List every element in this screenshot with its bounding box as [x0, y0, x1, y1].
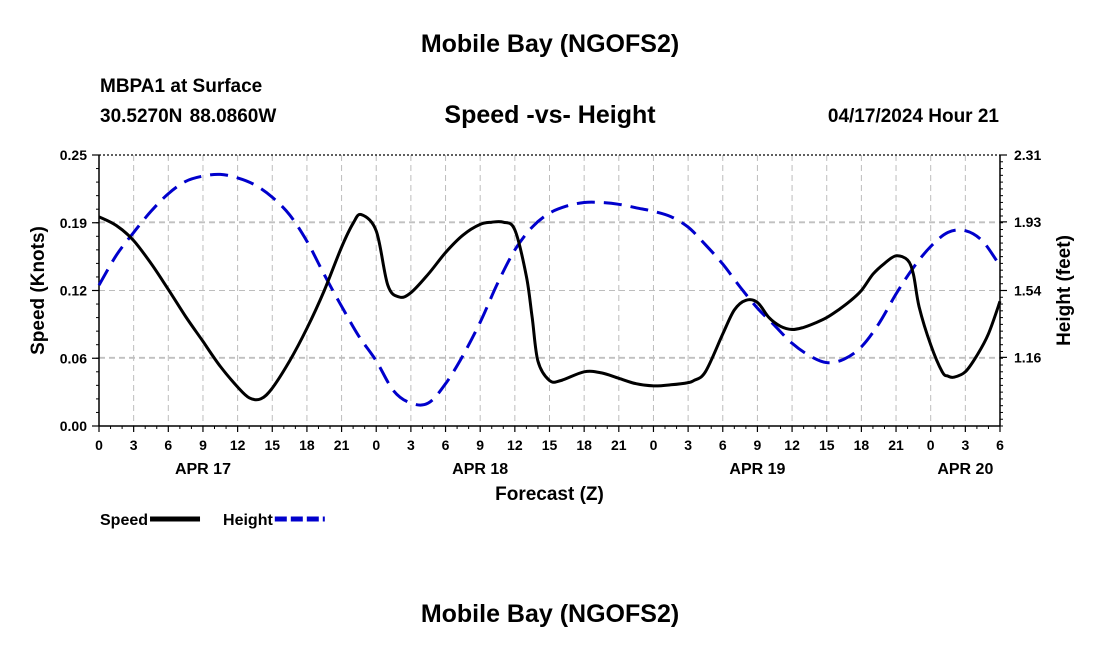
x-tick-label: 15 — [542, 437, 558, 453]
x-tick-label: 18 — [576, 437, 592, 453]
station-label: MBPA1 at Surface — [100, 76, 263, 97]
x-axis-title: Forecast (Z) — [495, 484, 604, 505]
x-tick-label: 21 — [611, 437, 627, 453]
legend-label-speed: Speed — [100, 512, 148, 529]
x-tick-label: 12 — [784, 437, 800, 453]
date-label: APR 18 — [452, 461, 508, 478]
x-tick-label: 21 — [888, 437, 904, 453]
y-tick-label-left: 0.25 — [60, 147, 87, 163]
x-tick-label: 3 — [961, 437, 969, 453]
y-tick-label-right: 2.31 — [1014, 147, 1041, 163]
x-tick-label: 0 — [372, 437, 380, 453]
forecast-datetime: 04/17/2024 Hour 21 — [827, 106, 999, 127]
date-label: APR 20 — [937, 461, 993, 478]
x-tick-label: 0 — [927, 437, 935, 453]
date-label: APR 19 — [729, 461, 785, 478]
x-tick-label: 3 — [130, 437, 138, 453]
chart-title: Speed -vs- Height — [444, 101, 656, 129]
y-tick-label-left: 0.12 — [60, 283, 87, 299]
x-tick-label: 6 — [719, 437, 727, 453]
page-title: Mobile Bay (NGOFS2) — [420, 30, 680, 58]
x-tick-label: 6 — [164, 437, 172, 453]
x-tick-label: 18 — [299, 437, 315, 453]
coordinates-label: 30.5270N 88.0860W — [100, 106, 277, 127]
series-line-height — [97, 172, 1002, 407]
legend-label-height: Height — [223, 512, 273, 529]
x-tick-label: 3 — [407, 437, 415, 453]
x-tick-label: 0 — [95, 437, 103, 453]
x-tick-label: 12 — [507, 437, 523, 453]
series-line-speed — [98, 212, 1002, 402]
y-tick-label-left: 0.06 — [60, 350, 87, 366]
y-axis-title-left: Speed (Knots) — [28, 226, 49, 355]
y-axis-title-right: Height (feet) — [1054, 235, 1075, 346]
x-tick-label: 12 — [230, 437, 246, 453]
y-tick-label-left: 0.00 — [60, 418, 87, 434]
x-tick-label: 9 — [754, 437, 762, 453]
bottom-title: Mobile Bay (NGOFS2) — [420, 600, 680, 628]
x-tick-label: 15 — [264, 437, 280, 453]
y-tick-label-left: 0.19 — [60, 215, 87, 231]
x-tick-label: 0 — [650, 437, 658, 453]
x-tick-label: 6 — [996, 437, 1004, 453]
x-tick-label: 3 — [684, 437, 692, 453]
y-tick-label-right: 1.16 — [1014, 349, 1041, 365]
x-tick-label: 18 — [854, 437, 870, 453]
x-tick-label: 6 — [442, 437, 450, 453]
x-tick-label: 15 — [819, 437, 835, 453]
date-label: APR 17 — [175, 461, 231, 478]
x-tick-label: 21 — [334, 437, 350, 453]
x-tick-label: 9 — [199, 437, 207, 453]
y-tick-label-right: 1.93 — [1014, 214, 1041, 230]
y-tick-label-right: 1.54 — [1014, 283, 1041, 299]
x-tick-label: 9 — [476, 437, 484, 453]
